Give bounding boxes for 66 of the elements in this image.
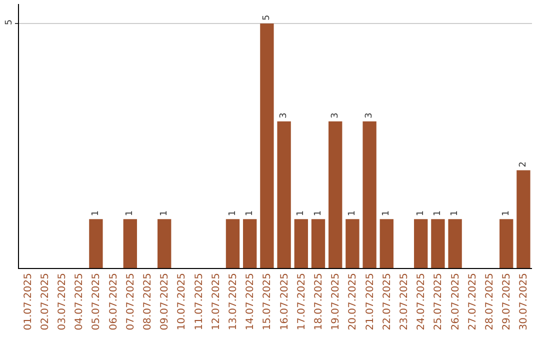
bar (328, 121, 342, 268)
data-label: 1 (450, 210, 460, 216)
bar (89, 219, 103, 268)
x-tick-label: 29.07.2025 (502, 273, 513, 330)
x-tick-label: 28.07.2025 (484, 273, 496, 330)
data-label: 1 (313, 210, 324, 216)
x-tick-label: 30.07.2025 (518, 273, 530, 330)
x-tick-label: 19.07.2025 (330, 273, 342, 330)
bar (243, 219, 257, 268)
data-label: 1 (228, 210, 238, 216)
x-tick-label: 20.07.2025 (348, 273, 359, 330)
bar (516, 170, 530, 268)
x-tick-label: 26.07.2025 (450, 273, 462, 330)
data-label: 3 (279, 112, 290, 118)
bar (277, 121, 291, 268)
x-tick-label: 22.07.2025 (382, 273, 393, 330)
x-tick-label: 07.07.2025 (125, 273, 136, 330)
bar (346, 219, 360, 268)
x-tick-label: 10.07.2025 (176, 273, 188, 330)
data-label: 1 (296, 210, 306, 216)
x-tick-label: 23.07.2025 (399, 273, 410, 330)
x-tick-label: 11.07.2025 (194, 273, 205, 330)
bar (123, 219, 137, 268)
data-label: 1 (244, 210, 255, 216)
x-tick-label: 02.07.2025 (40, 273, 51, 330)
x-tick-label: 13.07.2025 (228, 273, 239, 330)
bar (448, 219, 462, 268)
x-tick-label: 15.07.2025 (262, 273, 274, 330)
data-label: 1 (432, 210, 443, 216)
x-tick-label: 01.07.2025 (22, 273, 34, 330)
bar (380, 219, 394, 268)
data-label: 1 (159, 210, 170, 216)
x-tick-label: 27.07.2025 (467, 273, 478, 330)
bar (226, 219, 240, 268)
x-tick-label: 08.07.2025 (142, 273, 154, 330)
x-tick-label: 24.07.2025 (416, 273, 428, 330)
bar (158, 219, 172, 268)
bar (260, 24, 274, 268)
data-label: 1 (90, 210, 101, 216)
bar (311, 219, 326, 268)
x-tick-label: 05.07.2025 (91, 273, 102, 330)
data-label: 1 (125, 210, 136, 216)
x-tick-label: 03.07.2025 (57, 273, 68, 330)
data-label: 1 (382, 210, 392, 216)
data-label: 2 (518, 161, 528, 168)
data-label: 3 (330, 112, 340, 118)
x-tick-label: 21.07.2025 (364, 273, 376, 330)
x-tick-label: 09.07.2025 (160, 273, 171, 330)
x-tick-label: 04.07.2025 (74, 273, 86, 330)
x-tick-label: 18.07.2025 (314, 273, 324, 330)
data-label: 1 (416, 210, 426, 216)
x-tick-label: 16.07.2025 (279, 273, 290, 330)
bar (414, 219, 428, 268)
bar (431, 219, 445, 268)
x-tick-label: 14.07.2025 (245, 273, 256, 330)
data-label: 1 (347, 210, 358, 216)
data-label: 3 (364, 112, 375, 118)
x-tick-label: 17.07.2025 (296, 273, 308, 330)
x-tick-label: 12.07.2025 (210, 273, 222, 330)
data-label: 1 (501, 210, 512, 216)
data-label: 5 (262, 14, 272, 21)
bar (294, 219, 308, 268)
x-tick-label: 06.07.2025 (108, 273, 120, 330)
x-tick-label: 25.07.2025 (433, 273, 444, 330)
bar (362, 121, 376, 268)
bar (500, 219, 514, 268)
